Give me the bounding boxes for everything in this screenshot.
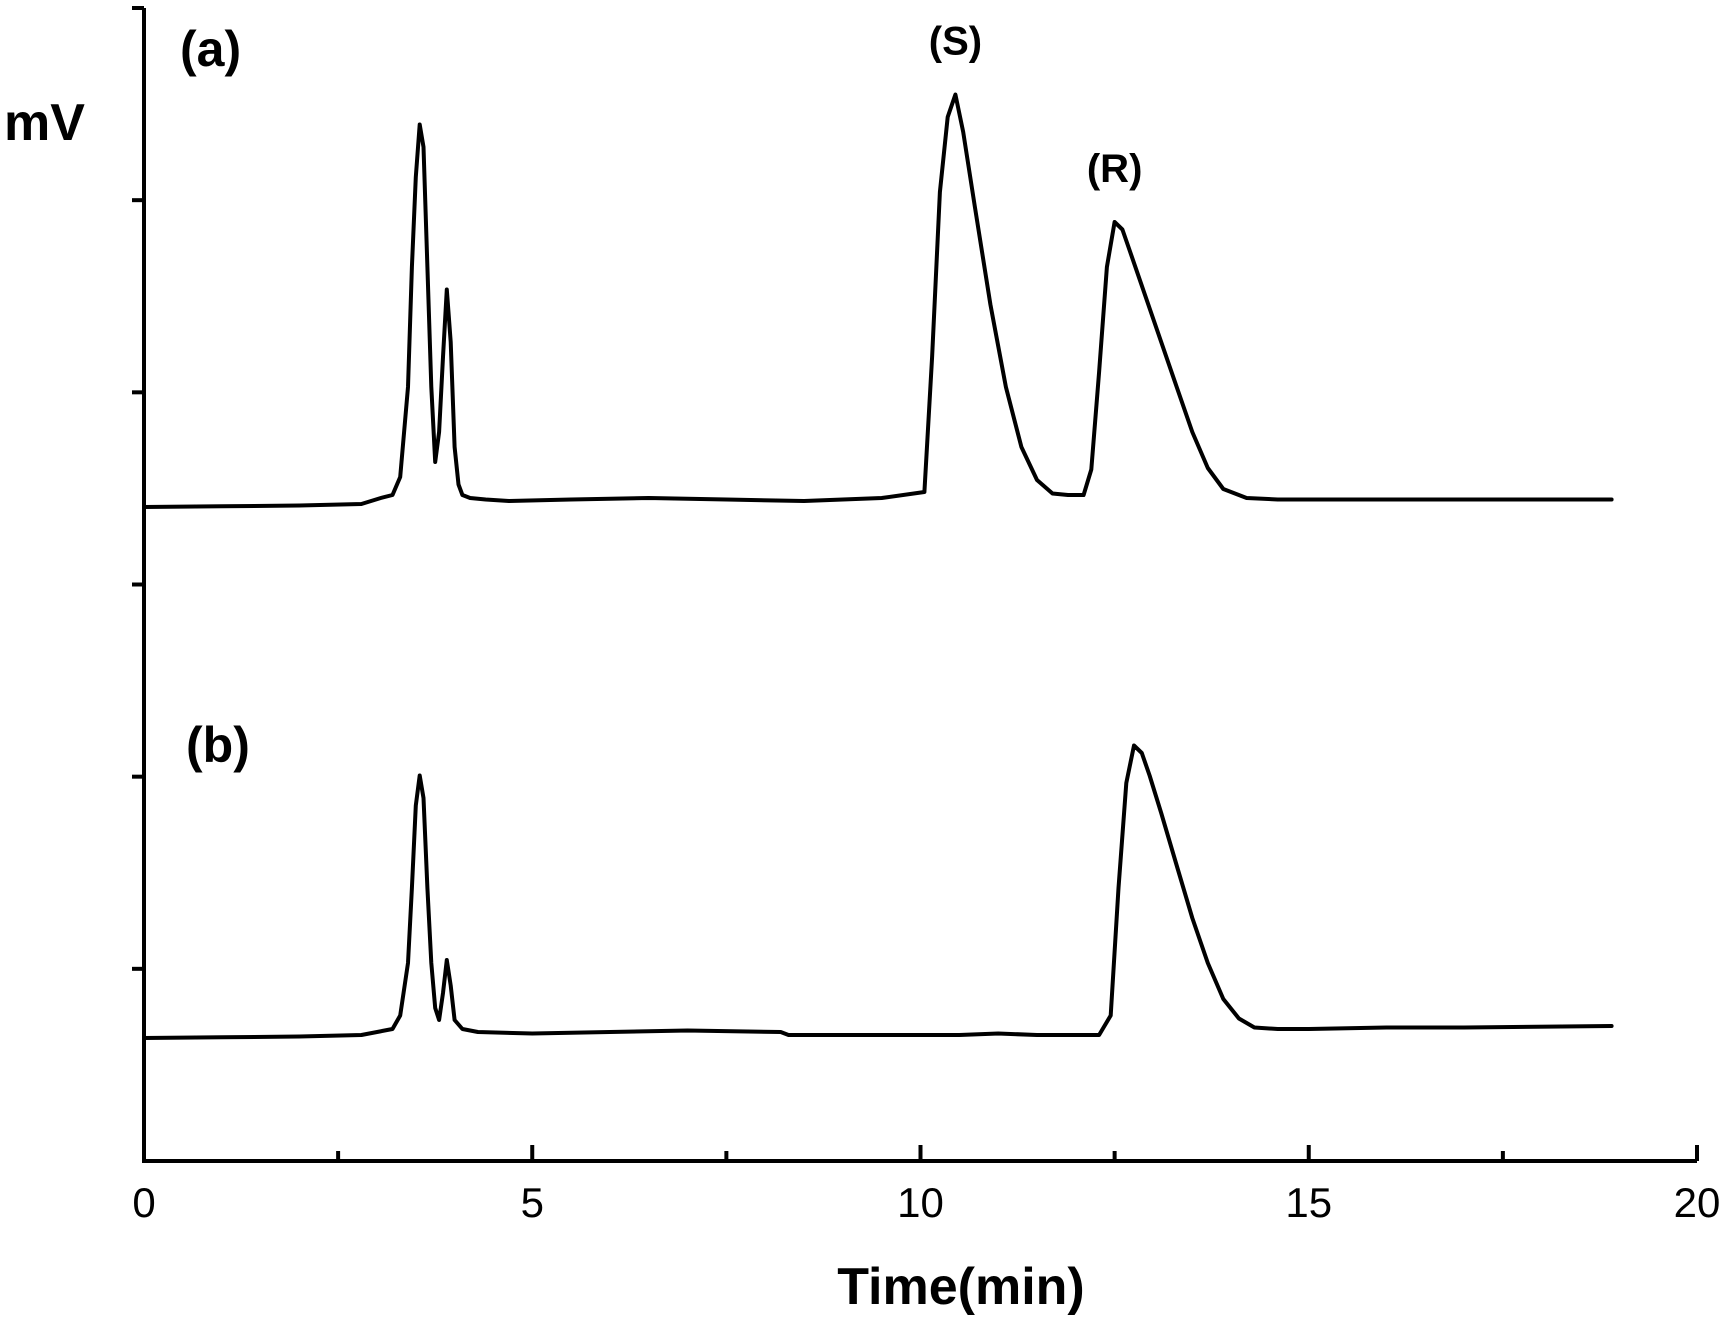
axes [142, 8, 1697, 1163]
panel-label-a: (a) [180, 21, 241, 77]
x-tick-label: 20 [1674, 1179, 1721, 1226]
trace-a [142, 92, 1614, 509]
y-axis-label: mV [4, 94, 85, 152]
x-tick-label: 0 [132, 1179, 155, 1226]
y-ticks [132, 6, 144, 971]
peak-label: (R) [1087, 147, 1143, 191]
x-ticks: 0 5 10 15 20 [132, 1145, 1720, 1226]
peak-labels: (S) (R) [929, 20, 1143, 192]
peak-label: (S) [929, 20, 982, 64]
trace-b [142, 743, 1614, 1040]
x-tick-label: 5 [521, 1179, 544, 1226]
x-tick-label: 10 [897, 1179, 944, 1226]
traces [142, 92, 1614, 1040]
panel-label-b: (b) [186, 717, 250, 773]
x-axis-label: Time(min) [837, 1258, 1085, 1316]
x-tick-label: 15 [1285, 1179, 1332, 1226]
